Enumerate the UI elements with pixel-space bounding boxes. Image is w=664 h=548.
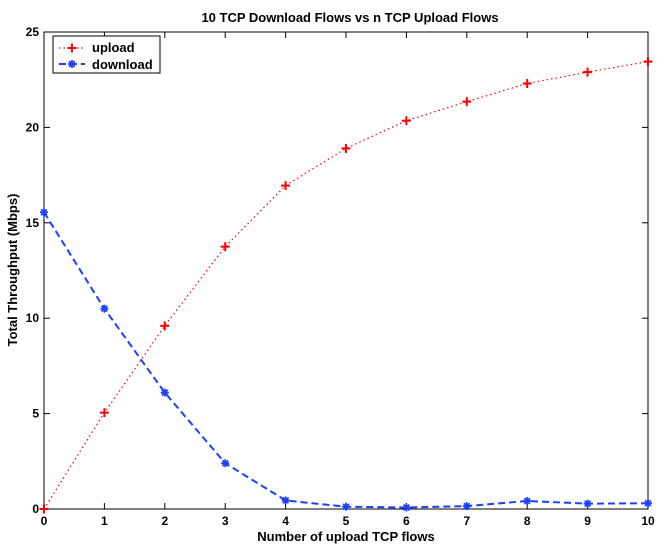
data-point-download [644, 499, 652, 508]
data-point-download [40, 208, 48, 217]
data-point-upload [281, 181, 291, 191]
data-point-download [100, 304, 109, 313]
data-point-upload [583, 67, 593, 77]
y-tick-label: 25 [26, 25, 40, 39]
data-point-upload [643, 57, 653, 67]
series-layer [39, 57, 653, 514]
data-point-upload [99, 408, 109, 418]
series-line-upload [43, 60, 649, 510]
x-tick-label: 6 [403, 514, 410, 528]
y-axis-label: Total Throughput (Mbps) [5, 194, 20, 347]
x-tick-label: 1 [101, 514, 108, 528]
x-tick-label: 5 [343, 514, 350, 528]
data-point-download [221, 459, 230, 468]
data-point-upload [220, 242, 230, 252]
y-tick-label: 15 [26, 216, 40, 230]
x-tick-label: 4 [282, 514, 289, 528]
legend-marker-upload [67, 43, 77, 53]
x-tick-label: 2 [161, 514, 168, 528]
data-point-upload [341, 143, 351, 153]
data-point-upload [522, 79, 532, 89]
axis-ticks: 0 1 2 3 4 5 6 7 8 9 10 0 5 10 15 20 25 [26, 25, 655, 528]
legend-box [52, 35, 161, 74]
x-axis-label: Number of upload TCP flows [257, 529, 434, 544]
y-tick-label: 10 [26, 311, 40, 325]
data-point-download [281, 496, 290, 505]
legend: upload download [52, 35, 161, 74]
x-tick-label: 10 [641, 514, 655, 528]
y-tick-label: 5 [32, 407, 39, 421]
legend-marker-asterisk [68, 60, 76, 68]
data-point-upload [401, 116, 411, 126]
x-tick-label: 3 [222, 514, 229, 528]
data-point-upload [39, 504, 49, 514]
data-point-upload [160, 321, 170, 331]
x-tick-label: 9 [584, 514, 591, 528]
x-tick-label: 0 [41, 514, 48, 528]
plot-frame [43, 31, 649, 510]
data-point-download [523, 496, 532, 505]
x-tick-label: 7 [463, 514, 470, 528]
data-point-download [342, 502, 350, 511]
data-point-download [402, 503, 411, 512]
chart-title: 10 TCP Download Flows vs n TCP Upload Fl… [201, 10, 498, 25]
data-point-upload [462, 97, 472, 107]
data-point-download [583, 499, 592, 508]
data-point-download [160, 388, 169, 397]
series-line-download [43, 211, 649, 509]
y-tick-label: 20 [26, 120, 40, 134]
data-point-download [462, 502, 471, 511]
legend-label-download: download [92, 57, 153, 72]
y-tick-label: 0 [32, 502, 39, 516]
legend-label-upload: upload [92, 40, 135, 55]
x-tick-label: 8 [524, 514, 531, 528]
legend-marker-download [68, 60, 76, 68]
legend-marker-plus [67, 43, 77, 53]
